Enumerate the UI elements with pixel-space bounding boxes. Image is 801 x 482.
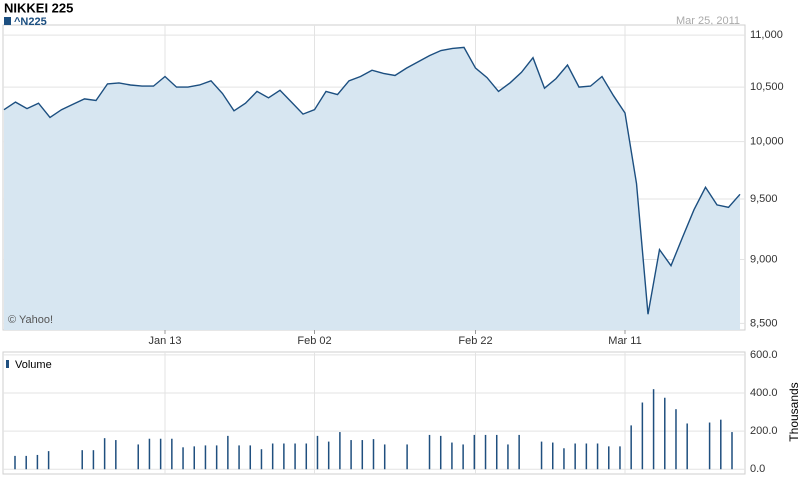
volume-bar: [249, 445, 252, 470]
volume-panel: [2, 351, 746, 475]
volume-bar: [294, 443, 296, 470]
y-tick-label: 10,000: [750, 136, 784, 148]
y-tick-label: 8,500: [750, 317, 778, 329]
volume-bar: [36, 454, 39, 470]
volume-bar: [675, 409, 677, 470]
volume-bar: [484, 434, 487, 470]
y-tick-label: 600.0: [750, 349, 778, 361]
price-line: [3, 46, 741, 315]
x-tick-label: Jan 13: [148, 335, 181, 347]
volume-bar: [215, 445, 218, 470]
volume-bar: [47, 451, 50, 470]
volume-bar: [260, 449, 263, 470]
volume-bar: [585, 443, 588, 470]
volume-bar: [14, 455, 16, 470]
volume-bar: [462, 444, 464, 470]
volume-bar: [316, 435, 319, 470]
volume-bar: [103, 438, 106, 470]
y-tick-label: 0.0: [750, 463, 765, 475]
volume-bar: [271, 443, 274, 470]
volume-bar: [361, 440, 364, 470]
volume-bar: [574, 443, 576, 470]
volume-bar: [148, 438, 151, 470]
y-tick-label: 9,000: [750, 253, 778, 265]
volume-bar: [193, 446, 195, 470]
volume-bar: [708, 422, 711, 470]
x-tick-label: Feb 22: [458, 335, 492, 347]
y-tick-label: 400.0: [750, 387, 778, 399]
volume-bar: [563, 448, 565, 470]
volume-bar: [159, 438, 162, 470]
volume-bar: [473, 434, 476, 470]
volume-bar: [171, 438, 173, 470]
y-tick-label: 200.0: [750, 425, 778, 437]
volume-bar: [720, 419, 722, 470]
legend-marker: [6, 360, 9, 368]
volume-bar: [495, 434, 498, 470]
volume-bar: [204, 445, 207, 470]
volume-bar: [406, 444, 408, 470]
x-tick-label: Feb 02: [297, 335, 331, 347]
y-tick-label: 11,000: [750, 29, 783, 41]
date-label: Mar 25, 2011: [676, 15, 740, 27]
y-axis-title: Thousands: [787, 382, 801, 441]
volume-bar: [350, 440, 352, 470]
volume-bar: [552, 442, 554, 470]
legend-marker: [4, 17, 11, 25]
volume-bar: [227, 435, 229, 470]
area-fill: [4, 47, 740, 331]
volume-bar: [686, 423, 688, 470]
volume-bar: [608, 446, 610, 470]
volume-bar: [115, 440, 117, 470]
volume-bar: [92, 450, 95, 470]
volume-bar: [428, 434, 431, 470]
volume-bar: [372, 439, 375, 470]
volume-bar: [518, 434, 520, 470]
volume-bar: [238, 445, 240, 470]
volume-bar: [137, 444, 139, 470]
volume-bar: [451, 442, 453, 470]
volume-bar: [339, 432, 341, 470]
volume-bar: [596, 443, 599, 470]
volume-bar: [283, 443, 285, 470]
volume-bar: [305, 443, 308, 470]
volume-bar: [507, 444, 509, 470]
volume-bar: [619, 446, 621, 470]
credit: © Yahoo!: [8, 314, 53, 326]
volume-bar: [641, 402, 644, 470]
volume-bar: [81, 450, 83, 470]
y-tick-label: 10,500: [750, 81, 784, 93]
volume-bar: [540, 441, 543, 470]
volume-bar: [439, 435, 442, 470]
volume-bar: [652, 389, 655, 470]
volume-bar: [327, 441, 330, 470]
legend-label: ^N225: [14, 16, 47, 28]
volume-bar: [731, 432, 733, 470]
legend-label: Volume: [15, 359, 52, 371]
chart-title: NIKKEI 225: [4, 0, 73, 15]
volume-bar: [664, 397, 666, 470]
volume-bar: [25, 455, 27, 470]
volume-bar: [630, 425, 632, 470]
volume-bar: [182, 447, 184, 470]
volume-bar: [383, 444, 386, 470]
x-tick-label: Mar 11: [608, 335, 641, 347]
y-tick-label: 9,500: [750, 193, 778, 205]
